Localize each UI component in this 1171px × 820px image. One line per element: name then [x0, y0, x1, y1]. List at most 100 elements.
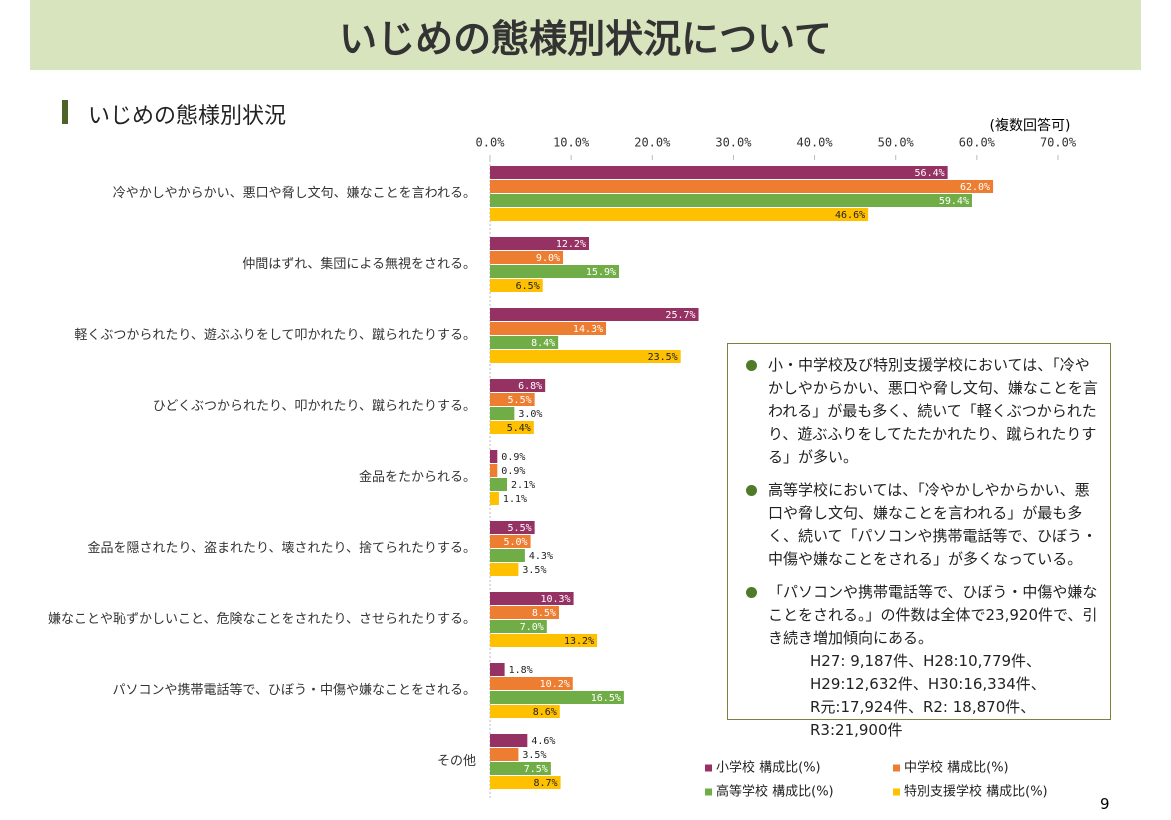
value-label: 8.4%: [531, 338, 555, 349]
value-label: 6.5%: [516, 281, 540, 292]
value-label: 23.5%: [648, 352, 678, 363]
bar: [490, 776, 561, 789]
legend-label: 高等学校 構成比(%): [716, 784, 834, 800]
value-label: 14.3%: [573, 324, 603, 335]
bar: [490, 421, 534, 434]
bar: [490, 180, 994, 193]
value-label: 2.1%: [511, 480, 535, 491]
value-label: 15.9%: [586, 267, 616, 278]
bar: [490, 492, 499, 505]
value-label: 25.7%: [665, 310, 695, 321]
category-label: 金品をたかられる。: [359, 469, 476, 485]
bar: [490, 464, 498, 477]
value-label: 3.5%: [522, 565, 546, 576]
category-label: 金品を隠されたり、盗まれたり、壊されたり、捨てられたりする。: [88, 540, 476, 556]
note-box: 小・中学校及び特別支援学校においては、「冷やかしやからかい、悪口や脅し文句、嫌な…: [727, 343, 1111, 739]
category-label: 嫌なことや恥ずかしいこと、危険なことをされたり、させられたりする。: [48, 612, 476, 627]
value-label: 8.6%: [533, 707, 557, 718]
category-label: ひどくぶつかられたり、叩かれたり、蹴られたりする。: [153, 399, 476, 414]
legend-label: 特別支援学校 構成比(%): [904, 784, 1048, 800]
bar: [490, 762, 551, 775]
bar: [490, 663, 505, 676]
x-tick-label: 70.0%: [1040, 136, 1077, 150]
x-tick-label: 0.0%: [476, 136, 506, 150]
bar: [490, 393, 535, 406]
bar: [490, 592, 574, 605]
legend-swatch: [705, 764, 712, 772]
value-label: 62.0%: [960, 182, 990, 193]
value-label: 0.9%: [501, 452, 525, 463]
x-tick-label: 40.0%: [797, 136, 834, 150]
value-label: 0.9%: [501, 466, 525, 477]
legend-label: 小学校 構成比(%): [716, 760, 821, 776]
bar: [490, 478, 508, 491]
note-detail: H29:12,632件、H30:16,334件、: [810, 675, 1046, 693]
bar: [490, 691, 624, 704]
bar: [490, 322, 607, 335]
value-label: 10.2%: [540, 679, 570, 690]
bar: [490, 407, 515, 420]
bar: [490, 251, 564, 264]
category-label: その他: [437, 754, 476, 769]
value-label: 4.3%: [529, 551, 553, 562]
slide-title: いじめの態様別状況について: [339, 17, 832, 61]
value-label: 6.8%: [518, 381, 542, 392]
category-label: 軽くぶつかられたり、遊ぶふりをして叩かれたり、蹴られたりする。: [74, 328, 476, 343]
note-bullet: 高等学校においては、「冷やかしやからかい、悪口や脅し文句、嫌なことを言われる」が…: [740, 479, 1098, 571]
value-label: 5.0%: [503, 537, 527, 548]
bar: [490, 705, 560, 718]
bar: [490, 194, 972, 207]
bar: [490, 208, 869, 221]
header-band: [30, 0, 1141, 70]
bar: [490, 237, 589, 250]
note-detail: H27: 9,187件、H28:10,779件、: [810, 652, 1042, 670]
value-label: 5.4%: [507, 423, 531, 434]
category-label: 冷やかしやからかい、悪口や脅し文句、嫌なことを言われる。: [113, 186, 476, 201]
value-label: 4.6%: [531, 736, 555, 747]
value-label: 13.2%: [564, 636, 594, 647]
bar: [490, 450, 498, 463]
bar: [490, 279, 543, 292]
section-marker: [62, 100, 68, 124]
value-label: 16.5%: [591, 693, 621, 704]
value-label: 1.8%: [509, 665, 533, 676]
value-label: 3.5%: [522, 750, 546, 761]
value-label: 5.5%: [508, 523, 532, 534]
note-bullet: 「パソコンや携帯電話等で、ひぼう・中傷や嫌なことをされる。」の件数は全体で23,…: [740, 581, 1098, 650]
bar: [490, 620, 547, 633]
bar: [490, 336, 559, 349]
bar: [490, 350, 681, 363]
x-tick-label: 10.0%: [553, 136, 590, 150]
x-tick-label: 30.0%: [715, 136, 752, 150]
bar: [490, 677, 573, 690]
value-label: 8.7%: [534, 778, 558, 789]
note-bullet: 小・中学校及び特別支援学校においては、「冷やかしやからかい、悪口や脅し文句、嫌な…: [740, 354, 1098, 469]
value-label: 12.2%: [556, 239, 586, 250]
bar: [490, 521, 535, 534]
value-label: 9.0%: [536, 253, 560, 264]
legend-swatch: [893, 764, 900, 772]
value-label: 1.1%: [503, 494, 527, 505]
category-label: 仲間はずれ、集団による無視をされる。: [242, 256, 476, 272]
value-label: 8.5%: [532, 608, 556, 619]
value-label: 59.4%: [939, 196, 969, 207]
value-label: 5.5%: [508, 395, 532, 406]
value-label: 46.6%: [835, 210, 865, 221]
bar: [490, 563, 519, 576]
section-title: いじめの態様別状況: [88, 104, 287, 129]
bar: [490, 535, 531, 548]
bar: [490, 634, 598, 647]
value-label: 7.0%: [520, 622, 544, 633]
bar: [490, 549, 525, 562]
bar: [490, 748, 519, 761]
bar: [490, 308, 699, 321]
bar: [490, 166, 948, 179]
x-tick-label: 20.0%: [634, 136, 671, 150]
x-tick-label: 50.0%: [878, 136, 915, 150]
legend-label: 中学校 構成比(%): [904, 760, 1009, 776]
note-detail: R3:21,900件: [810, 721, 903, 739]
page-number: 9: [1100, 795, 1110, 813]
note-detail: R元:17,924件、R2: 18,870件、: [810, 698, 1036, 716]
